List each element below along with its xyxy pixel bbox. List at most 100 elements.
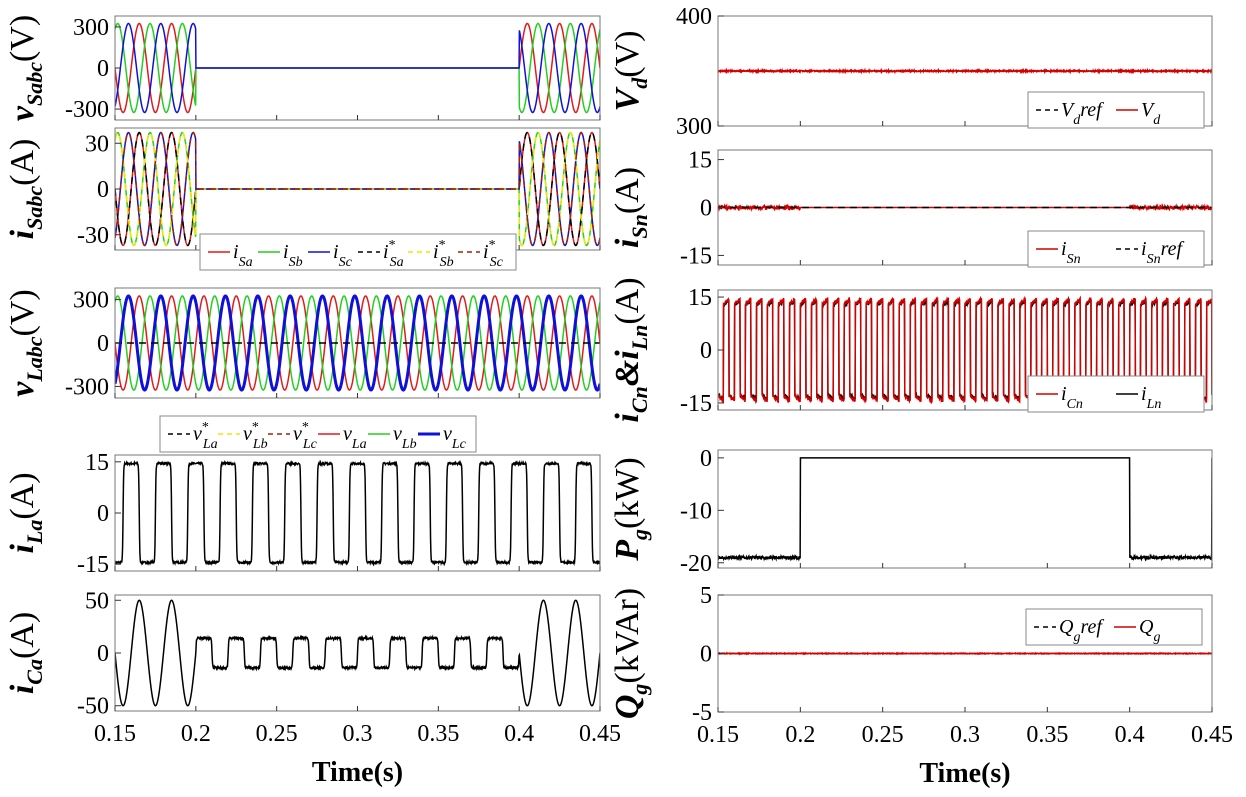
ytick-label: 0 (97, 331, 109, 357)
xtick-label: 0.25 (862, 722, 904, 748)
ytick-label: 0 (97, 56, 109, 82)
xtick-label: 0.2 (785, 722, 815, 748)
legend-Qg: Qgref Qg (1025, 608, 1203, 646)
chart-iCa: 50 0 -50 iCa(A) 0.15 0.2 0.25 0.3 0.35 0.4 0.45 Tim… (4, 588, 621, 788)
ytick-label: 15 (688, 148, 712, 174)
plot-area-iSn (718, 203, 1212, 212)
ytick-label: 0 (97, 501, 109, 527)
xtick-label: 0.15 (697, 722, 739, 748)
xtick-label: 0.3 (343, 721, 373, 747)
xtick-label: 0.35 (417, 721, 459, 747)
chart-iCn_iLn: 15 0 -15 iCn&iLn(A) iCn iLn (609, 277, 1213, 423)
ytick-label: -10 (680, 498, 712, 524)
ytick-label: 300 (73, 15, 109, 41)
chart-Pg: 0 -10 -20 Pg(kW) (609, 446, 1213, 577)
ytick-label: -50 (77, 694, 109, 720)
ylabel-Qg: Qg(kVAr) (609, 588, 652, 719)
axes-frame (717, 449, 1213, 569)
chart-iSn: 15 0 -15 iSn(A) iSn iSnref (609, 148, 1213, 269)
series-i-Cn (718, 295, 1212, 406)
ylabel-iSabc: iSabc(A) (4, 139, 47, 240)
legend-entry: Qg (1139, 616, 1160, 645)
series-i-La (115, 459, 600, 567)
ylabel-vSabc: vSabc(V) (4, 15, 47, 121)
xlabel: Time(s) (919, 758, 1010, 789)
ytick-label: 5 (700, 583, 712, 609)
xtick-label: 0.3 (950, 722, 980, 748)
ytick-label: -30 (77, 223, 109, 249)
legend-entry: iSb (283, 241, 303, 270)
series-v-Sc (115, 22, 600, 114)
legend-entry: iCn (1061, 383, 1083, 412)
plot-area-Pg (718, 457, 1212, 562)
chart-vSabc: 300 0 -300 vSabc(V) (4, 15, 601, 123)
ytick-label: 300 (676, 114, 712, 140)
series-Q-g (718, 651, 1212, 656)
ytick-label: 300 (73, 288, 109, 314)
series-V-d (718, 67, 1212, 75)
ytick-label: -20 (680, 551, 712, 577)
ytick-label: 30 (85, 131, 109, 157)
ytick-label: 400 (676, 4, 712, 30)
chart-vLabc: 300 0 -300 vLabc(V) v* La v* Lb v* Lc vLa vLb vLc (4, 287, 601, 453)
plot-area-Qg (718, 651, 1212, 656)
legend-entry: vLc (443, 423, 467, 452)
ytick-label: 15 (85, 450, 109, 476)
legend-entry: v* La (193, 420, 218, 452)
xtick-label: 0.45 (579, 721, 621, 747)
ytick-label: 0 (700, 196, 712, 222)
ytick-label: 0 (97, 177, 109, 203)
series-v-Lc (115, 294, 600, 392)
ytick-label: -15 (680, 391, 712, 417)
legend-entry: Vd (1141, 99, 1161, 128)
ylabel-iCa: iCa(A) (4, 612, 47, 694)
legend-entry: Vdref (1061, 99, 1104, 128)
series-P-g (718, 457, 1212, 562)
chart-iSabc: 30 0 -30 iSabc(A) iSa iSb iSc i* Sa i* Sb i* Sc (4, 127, 601, 271)
ytick-label: 0 (97, 641, 109, 667)
ytick-label: 0 (700, 338, 712, 364)
xtick-label: 0.25 (256, 721, 298, 747)
ylabel-Pg: Pg(kW) (609, 457, 652, 562)
ylabel-vLabc: vLabc(V) (4, 289, 47, 397)
plot-area-iSabc (115, 131, 600, 247)
chart-iLa: 15 0 -15 iLa(A) (4, 450, 601, 578)
legend-entry: i* Sc (483, 238, 504, 270)
plot-area-vLabc (115, 294, 600, 392)
chart-Qg: 5 0 -5 Qg(kVAr) Qgref Qg 0.15 0.2 0.25 0.3 0.35 0.4… (609, 583, 1233, 789)
ytick-label: -15 (77, 552, 109, 578)
legend-entry: iSnref (1141, 238, 1184, 267)
ytick-label: 50 (85, 588, 109, 614)
ytick-label: -300 (65, 97, 109, 123)
legend-entry: vLa (343, 423, 367, 452)
series-i-Ca (115, 599, 600, 707)
legend-entry: iLn (1141, 383, 1161, 412)
legend-iCn_iLn: iCn iLn (1027, 375, 1205, 413)
ytick-label: -5 (692, 700, 712, 726)
legend-entry: i* Sa (383, 238, 404, 270)
ytick-label: 15 (688, 285, 712, 311)
plot-area-iLa (115, 459, 600, 567)
ylabel-iCn_iLn: iCn&iLn(A) (609, 277, 652, 422)
ylabel-Vd: Vd(V) (609, 31, 652, 112)
xlabel: Time(s) (312, 757, 403, 788)
legend-iSn: iSn iSnref (1027, 230, 1205, 268)
xtick-label: 0.2 (181, 721, 211, 747)
xtick-label: 0.45 (1191, 722, 1233, 748)
legend-entry: iSa (233, 241, 253, 270)
ytick-label: 0 (700, 642, 712, 668)
plot-area-iCn_iLn (718, 295, 1212, 406)
legend-entry: iSn (1061, 238, 1081, 267)
legend-iSabc: iSa iSb iSc i* Sa i* Sb i* Sc (199, 233, 517, 271)
xtick-label: 0.4 (504, 721, 534, 747)
legend-entry: Qgref (1059, 616, 1104, 645)
xtick-label: 0.35 (1026, 722, 1068, 748)
xtick-label: 0.15 (94, 721, 136, 747)
plot-area-iCa (115, 599, 600, 707)
legend-entry: v* Lb (243, 420, 268, 452)
legend-vLabc: v* La v* Lb v* Lc vLa vLb vLc (159, 415, 477, 453)
plot-area-Vd (718, 67, 1212, 75)
ytick-label: -300 (65, 374, 109, 400)
legend-entry: vLb (393, 423, 417, 452)
